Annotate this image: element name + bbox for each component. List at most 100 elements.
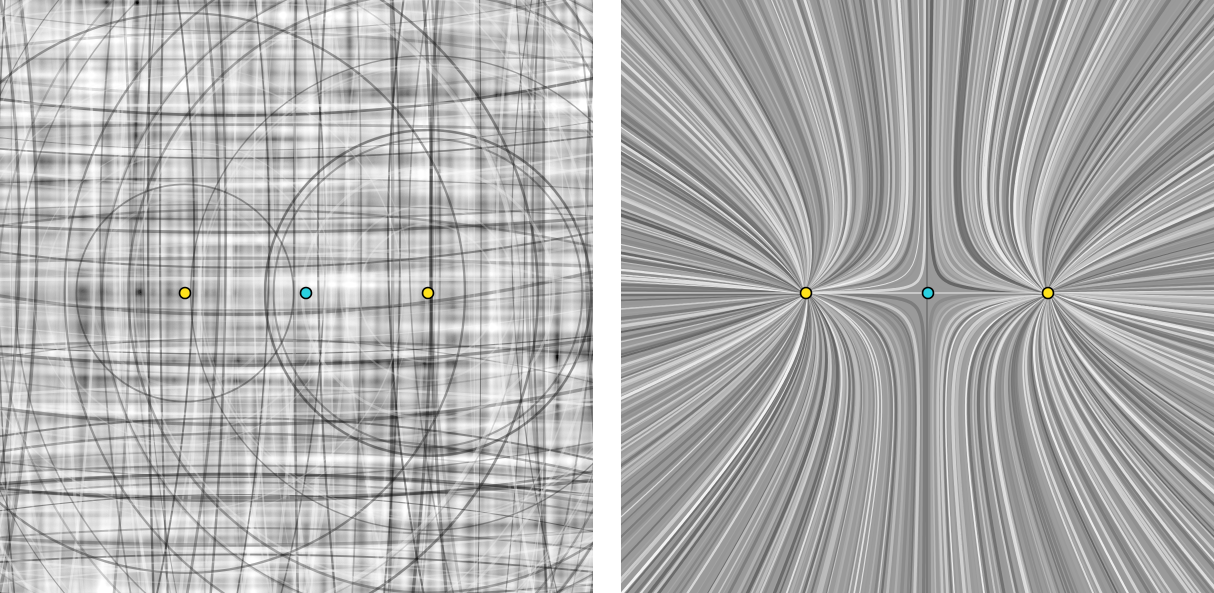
streak: [0, 528, 593, 547]
streak: [0, 288, 593, 312]
streamline: [947, 292, 1043, 593]
streamline: [648, 0, 809, 288]
streamline: [672, 298, 811, 593]
streamline: [621, 298, 806, 511]
streak: [0, 0, 16, 593]
streak: [0, 0, 39, 593]
streamline: [779, 296, 840, 593]
streamline: [771, 297, 836, 593]
streak: [118, 0, 142, 593]
streamline: [1050, 298, 1214, 447]
arc-streak: [32, 140, 338, 446]
streamline: [966, 0, 1043, 292]
streamline: [989, 0, 1044, 291]
streamline: [1052, 295, 1214, 370]
streamline: [1048, 298, 1214, 472]
streamline: [1050, 297, 1214, 445]
streak: [477, 0, 482, 593]
streak: [0, 231, 593, 269]
streamline: [621, 57, 807, 288]
streamline: [811, 0, 901, 293]
streamline: [1042, 298, 1179, 593]
streamline: [726, 0, 821, 289]
right-streamlines: [621, 0, 1214, 593]
streak: [57, 0, 68, 593]
streamline: [621, 298, 806, 499]
streak: [0, 339, 593, 356]
streamline: [621, 298, 807, 539]
streak: [0, 0, 21, 486]
streak: [0, 417, 593, 461]
streamline: [990, 295, 1045, 593]
streamline: [810, 0, 871, 291]
streamline: [1033, 297, 1130, 593]
streamline: [1046, 299, 1214, 570]
streak: [0, 121, 593, 151]
streamline: [1051, 196, 1214, 291]
streamline: [1044, 0, 1185, 288]
streak: [0, 441, 593, 478]
streamline: [766, 0, 835, 290]
streak: [163, 0, 206, 593]
streak: [467, 0, 483, 593]
streamline: [811, 0, 914, 294]
streamline: [1048, 113, 1214, 288]
streamline: [1048, 298, 1214, 532]
streamline: [810, 295, 875, 593]
streamline: [621, 292, 801, 320]
streamline: [621, 298, 805, 493]
streamline: [1008, 0, 1059, 290]
streak: [0, 0, 576, 42]
streamline: [621, 298, 807, 557]
streak: [0, 177, 593, 190]
streamline: [926, 291, 1042, 593]
source-point: [421, 286, 435, 300]
streamline: [751, 0, 829, 289]
streamline: [1049, 117, 1214, 288]
streamline: [967, 294, 1043, 593]
streak: [0, 103, 593, 121]
streamline: [737, 297, 825, 593]
streamline: [811, 293, 894, 593]
streamline: [679, 0, 812, 288]
streamline: [811, 0, 922, 294]
streak: [387, 0, 425, 593]
streamline: [1048, 298, 1214, 500]
streamline: [647, 298, 810, 593]
streamline: [1006, 0, 1057, 290]
streamline: [811, 292, 922, 593]
streamline: [621, 151, 804, 290]
streak: [0, 527, 593, 553]
streak: [0, 478, 593, 500]
streak: [0, 439, 593, 458]
streamline: [987, 295, 1044, 593]
streak: [0, 470, 593, 503]
streak: [0, 76, 593, 117]
streamline: [928, 0, 1043, 295]
streamline: [621, 296, 804, 419]
streak: [0, 216, 593, 234]
streamline: [621, 7, 808, 288]
streak: [0, 0, 30, 531]
streamline: [621, 299, 808, 593]
streamline: [745, 297, 828, 593]
streamline: [994, 0, 1044, 291]
streamline: [621, 238, 802, 293]
streak: [0, 127, 593, 164]
streak: [158, 0, 169, 593]
streak: [428, 0, 448, 593]
streak: [542, 0, 548, 593]
streak: [525, 0, 564, 593]
streamline: [811, 0, 887, 293]
streak: [0, 544, 593, 568]
streak: [0, 583, 593, 593]
streak: [420, 0, 442, 593]
streak: [0, 337, 593, 367]
streamline: [1047, 45, 1214, 288]
streamline: [971, 0, 1043, 292]
streamline: [811, 0, 911, 293]
streak: [112, 0, 132, 593]
streamline: [1049, 123, 1214, 288]
streamline: [738, 0, 825, 289]
streamline: [779, 0, 839, 290]
